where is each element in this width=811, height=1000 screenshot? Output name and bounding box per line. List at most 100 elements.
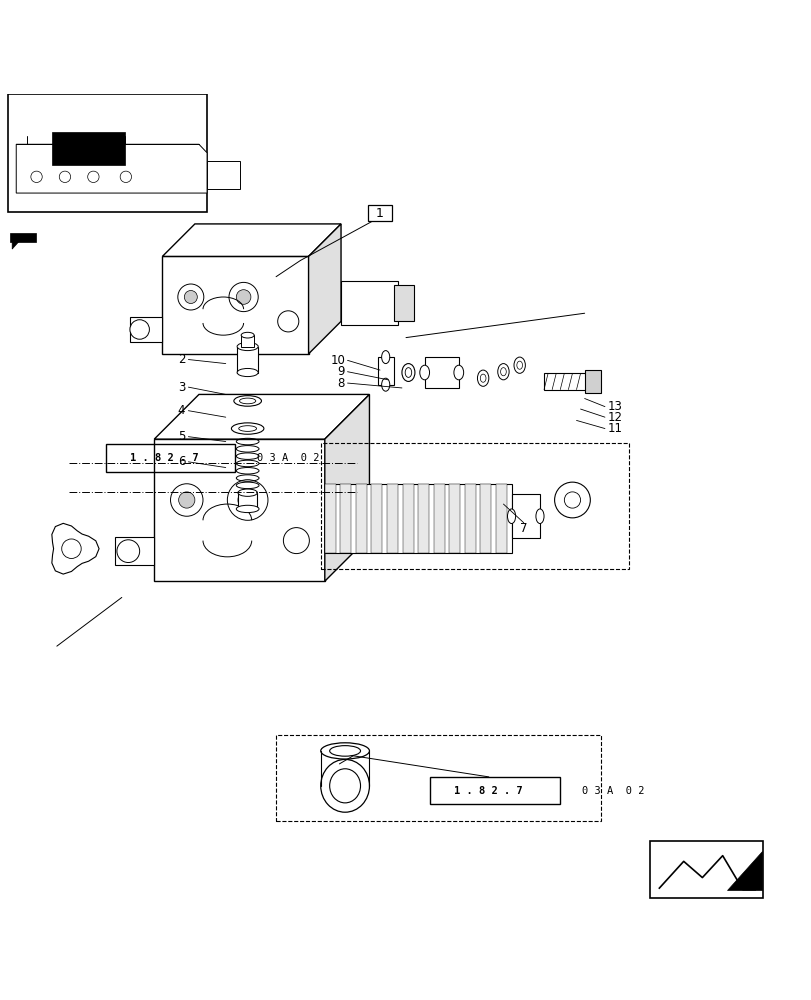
Circle shape (277, 311, 298, 332)
Text: 3: 3 (178, 381, 185, 394)
Bar (241, 335, 254, 347)
Bar (237, 347, 258, 373)
Bar (341, 281, 397, 325)
Ellipse shape (381, 378, 389, 391)
Polygon shape (154, 394, 369, 439)
Polygon shape (115, 537, 154, 565)
Circle shape (178, 284, 204, 310)
Polygon shape (324, 394, 369, 581)
Bar (105, 444, 235, 472)
Ellipse shape (239, 398, 255, 404)
Ellipse shape (401, 364, 414, 381)
Circle shape (130, 320, 149, 339)
Text: 1 . 8 2 . 7: 1 . 8 2 . 7 (454, 786, 522, 796)
Ellipse shape (500, 368, 505, 376)
Circle shape (238, 490, 257, 510)
Bar (355, 484, 367, 553)
Ellipse shape (234, 396, 261, 406)
Circle shape (229, 282, 258, 312)
Circle shape (184, 291, 197, 303)
Text: 8: 8 (337, 377, 345, 390)
Ellipse shape (237, 342, 258, 351)
Ellipse shape (405, 368, 411, 377)
Ellipse shape (320, 759, 369, 812)
Bar (393, 285, 414, 321)
Polygon shape (12, 242, 19, 249)
Bar (433, 484, 444, 553)
Ellipse shape (419, 365, 429, 380)
Ellipse shape (381, 351, 389, 364)
Bar (324, 484, 335, 553)
Text: 1: 1 (375, 207, 384, 220)
Ellipse shape (479, 374, 485, 382)
Bar (367, 205, 392, 221)
Bar (387, 484, 397, 553)
Text: 2: 2 (178, 353, 185, 366)
Bar (402, 484, 413, 553)
Bar (162, 256, 308, 354)
Bar (448, 484, 460, 553)
Ellipse shape (329, 769, 360, 803)
Circle shape (117, 540, 139, 563)
Bar (324, 484, 511, 553)
Circle shape (62, 539, 81, 558)
Ellipse shape (241, 332, 254, 338)
Bar (418, 484, 428, 553)
Ellipse shape (237, 368, 258, 377)
Bar (511, 494, 539, 538)
Circle shape (227, 480, 268, 520)
Ellipse shape (535, 509, 543, 524)
Ellipse shape (236, 505, 259, 513)
Polygon shape (10, 233, 36, 242)
Bar (371, 484, 382, 553)
Text: 10: 10 (330, 354, 345, 367)
Circle shape (236, 290, 251, 304)
Bar (52, 132, 125, 165)
Bar (649, 841, 762, 898)
Ellipse shape (320, 743, 369, 759)
Circle shape (170, 484, 203, 516)
Text: 13: 13 (607, 400, 621, 413)
Polygon shape (726, 851, 761, 890)
Bar (424, 357, 458, 388)
Bar (543, 373, 588, 390)
Text: 0 3 A  0 2: 0 3 A 0 2 (581, 786, 643, 796)
Bar (464, 484, 475, 553)
Text: 6: 6 (178, 455, 185, 468)
Bar (480, 484, 491, 553)
Text: 11: 11 (607, 422, 621, 435)
Polygon shape (207, 161, 239, 189)
Text: 9: 9 (337, 365, 345, 378)
Ellipse shape (329, 746, 360, 756)
Bar (276, 735, 600, 821)
Bar (320, 443, 629, 569)
Circle shape (554, 482, 590, 518)
Polygon shape (308, 224, 341, 354)
Bar (584, 370, 600, 393)
Bar (377, 357, 393, 385)
Polygon shape (130, 317, 162, 342)
Bar (238, 493, 257, 509)
Text: 7: 7 (519, 522, 527, 535)
Circle shape (178, 492, 195, 508)
Text: 12: 12 (607, 411, 621, 424)
Polygon shape (162, 224, 341, 256)
Text: 5: 5 (178, 430, 185, 443)
Bar (340, 484, 351, 553)
Text: 1 . 8 2 . 7: 1 . 8 2 . 7 (130, 453, 198, 463)
Circle shape (283, 528, 309, 554)
Polygon shape (52, 523, 99, 574)
Bar (496, 484, 506, 553)
Ellipse shape (507, 509, 515, 524)
Ellipse shape (453, 365, 463, 380)
Bar (8, 94, 207, 212)
Ellipse shape (516, 361, 521, 369)
Text: 4: 4 (178, 404, 185, 417)
Polygon shape (16, 144, 207, 193)
Ellipse shape (513, 357, 525, 373)
Ellipse shape (497, 364, 508, 380)
Ellipse shape (238, 426, 256, 431)
Ellipse shape (231, 423, 264, 434)
Ellipse shape (477, 370, 488, 386)
Bar (430, 777, 560, 804)
